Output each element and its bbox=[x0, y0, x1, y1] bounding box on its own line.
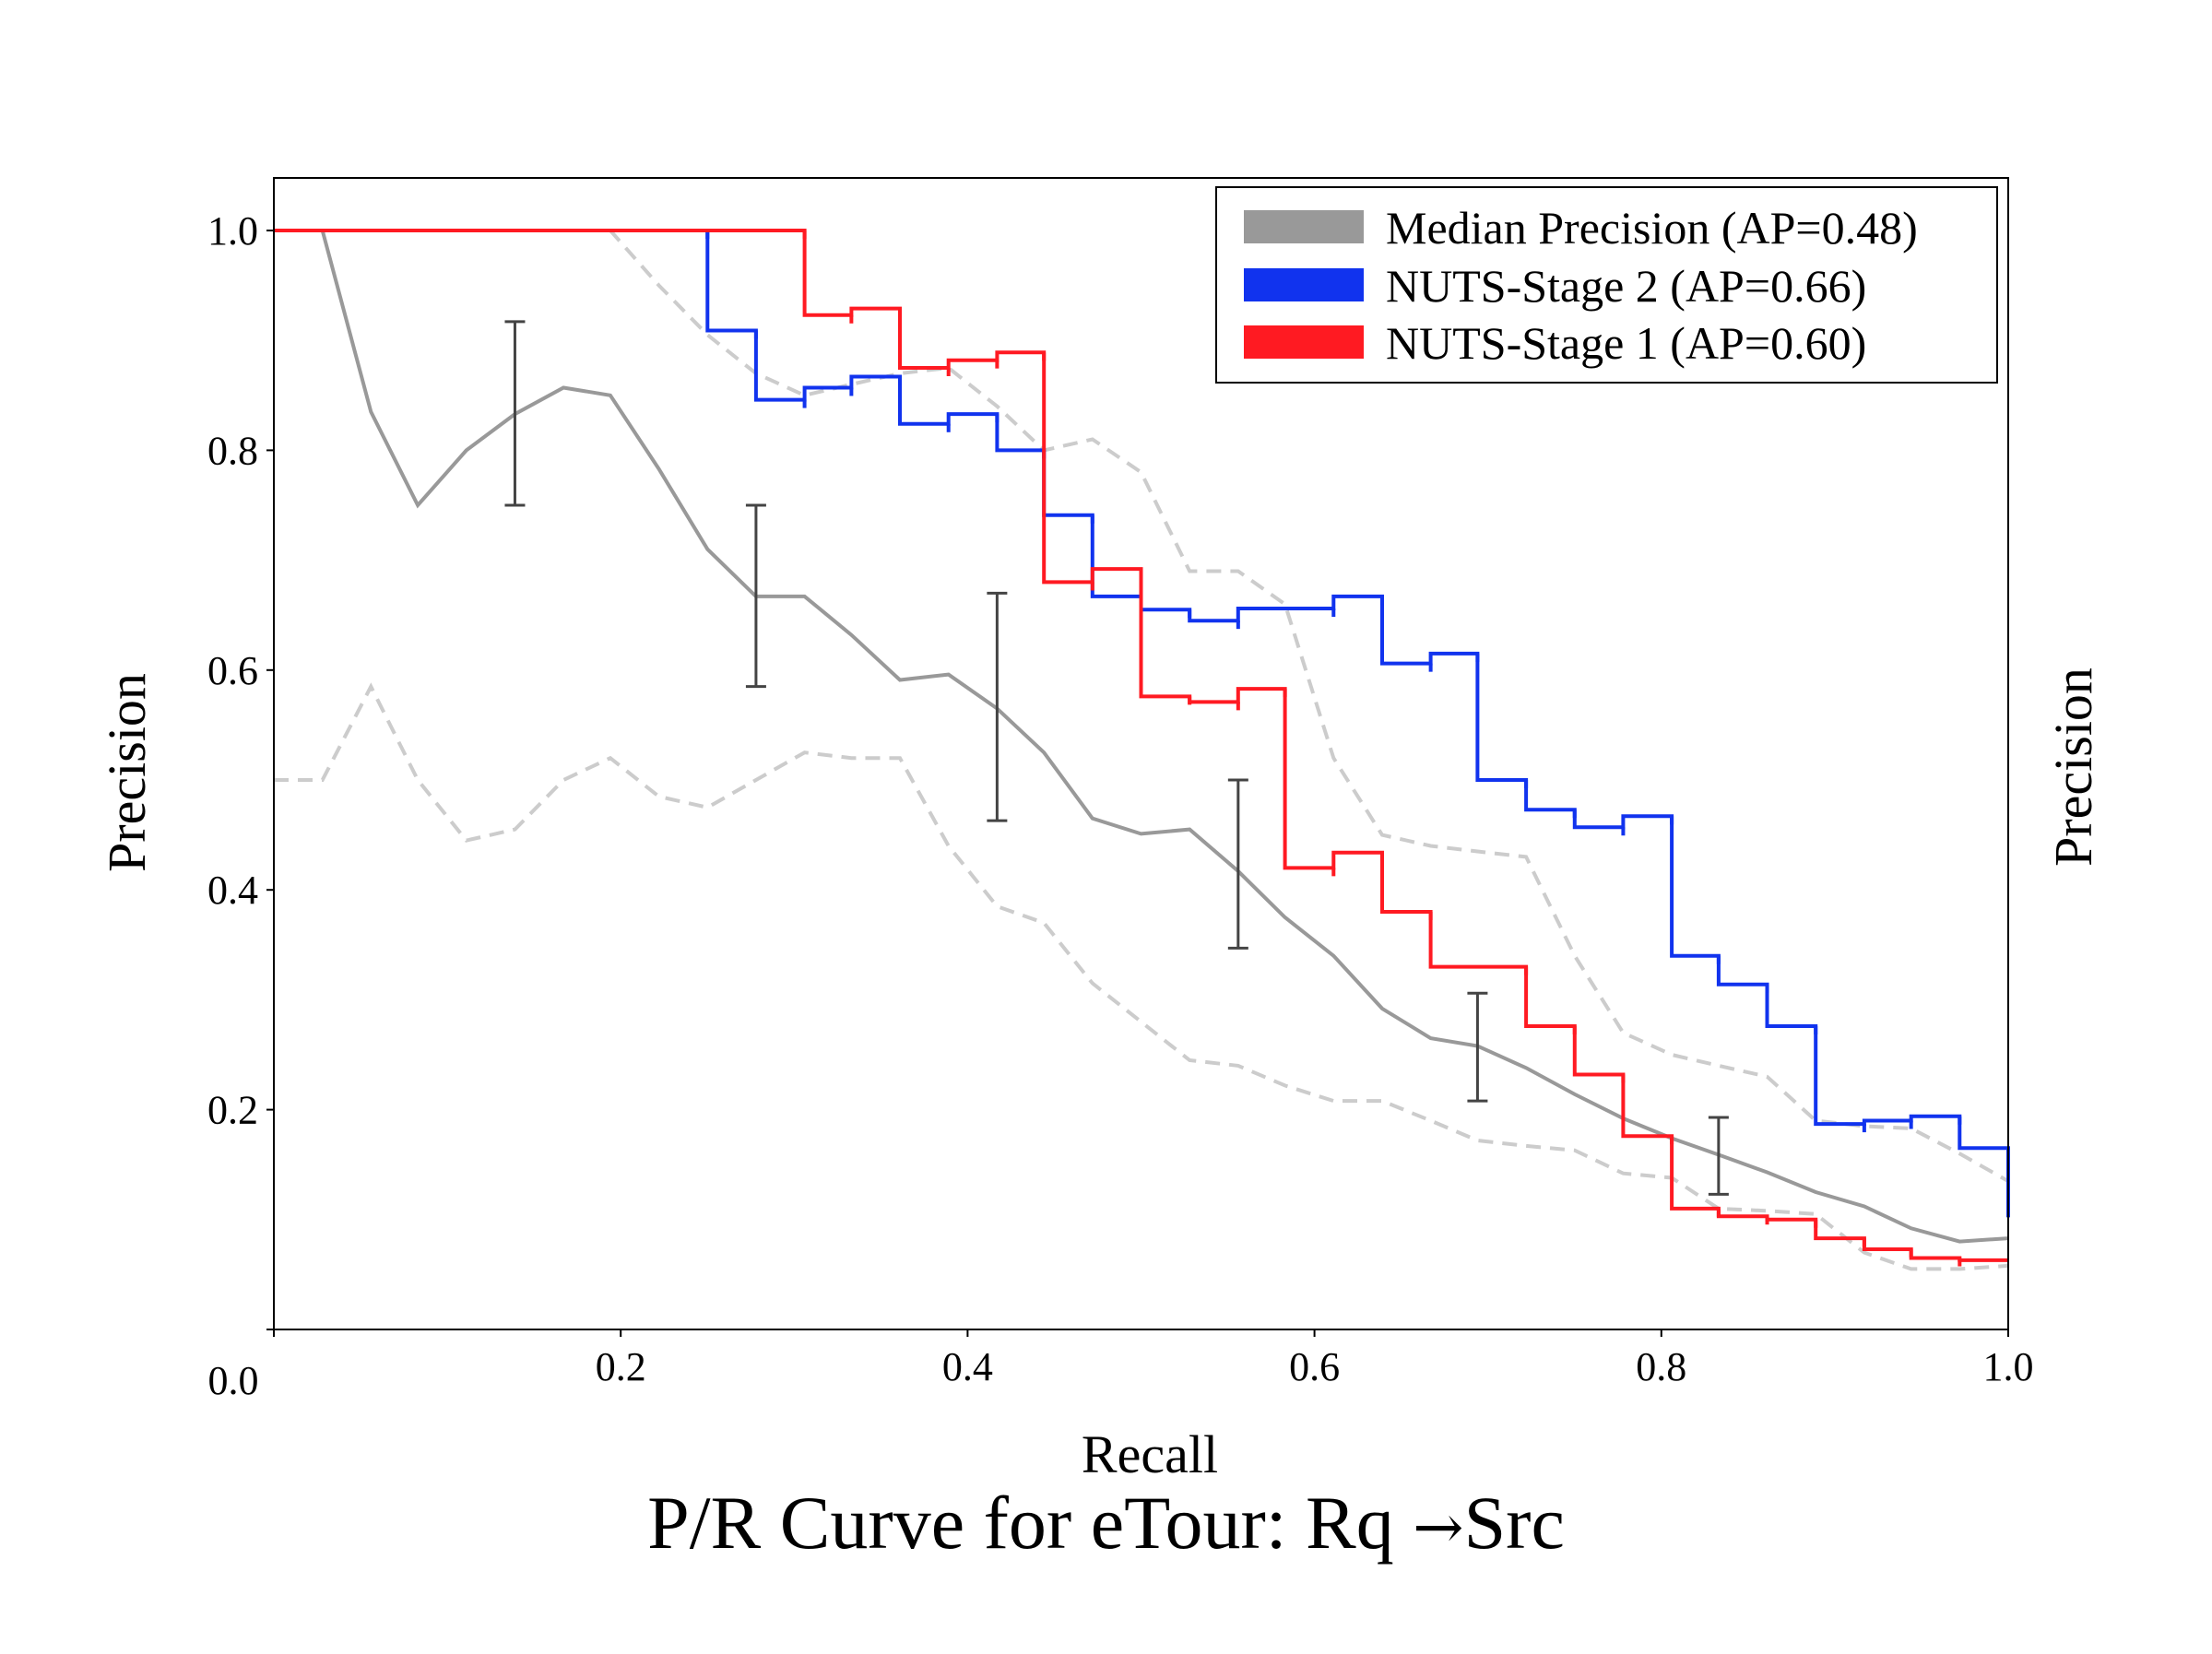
median-band bbox=[274, 229, 2009, 1271]
error-bar-4 bbox=[1467, 991, 1488, 1103]
x-axis-label: Recall bbox=[1082, 1424, 1218, 1484]
error-bar-5 bbox=[1708, 1116, 1729, 1196]
title-text: P/R Curve for eTour: Rq bbox=[647, 1481, 1394, 1565]
nuts-stage2-layer bbox=[274, 229, 2010, 1218]
arrow-icon: → bbox=[1413, 1492, 1464, 1563]
x-tick-label: 0.2 bbox=[596, 1344, 646, 1389]
y-axis-ticks: 0.2 0.4 0.6 0.8 1.0 bbox=[207, 208, 274, 1330]
x-tick-label: 0.6 bbox=[1289, 1344, 1340, 1389]
legend-label-median: Median Precision (AP=0.48) bbox=[1386, 202, 1918, 254]
y-tick-label: 1.0 bbox=[207, 208, 258, 254]
y-tick-label: 0.8 bbox=[207, 428, 258, 473]
title-target: Src bbox=[1463, 1481, 1565, 1565]
legend-swatch-stage1 bbox=[1244, 325, 1364, 359]
median-band-lower-line bbox=[274, 682, 2009, 1271]
legend-label-stage2: NUTS-Stage 2 (AP=0.66) bbox=[1386, 260, 1866, 312]
y-tick-label: 0.6 bbox=[207, 648, 258, 693]
legend: Median Precision (AP=0.48) NUTS-Stage 2 … bbox=[1215, 186, 1998, 384]
legend-swatch-median bbox=[1244, 210, 1364, 243]
legend-swatch-stage2 bbox=[1244, 268, 1364, 301]
x-tick-label: 0.4 bbox=[942, 1344, 993, 1389]
error-bar-0 bbox=[504, 320, 526, 507]
error-bar-3 bbox=[1227, 778, 1248, 950]
error-bar-2 bbox=[987, 591, 1008, 822]
error-bar-1 bbox=[745, 503, 766, 689]
y-tick-label: 0.2 bbox=[207, 1088, 258, 1133]
chart-title: P/R Curve for eTour: Rq →Src bbox=[0, 1480, 2212, 1566]
nuts-stage1-layer bbox=[274, 229, 2008, 1267]
x-tick-label: 0.0 bbox=[208, 1358, 259, 1403]
nuts-stage1-step-line bbox=[274, 229, 2008, 1262]
x-tick-label: 1.0 bbox=[1983, 1344, 2034, 1389]
legend-label-stage1: NUTS-Stage 1 (AP=0.60) bbox=[1386, 317, 1866, 369]
y-axis-label: Precision bbox=[97, 673, 157, 872]
x-axis-ticks: 0.0 0.2 0.4 0.6 0.8 1.0 bbox=[208, 1329, 2034, 1403]
plot-frame bbox=[273, 177, 2009, 1330]
nuts-stage2-step-line bbox=[274, 229, 2010, 1218]
error-bars bbox=[504, 320, 1729, 1196]
median-band-upper-line bbox=[274, 229, 2009, 1183]
y-tick-label: 0.4 bbox=[207, 868, 258, 913]
x-tick-label: 0.8 bbox=[1636, 1344, 1686, 1389]
y-axis-label-right: Precision bbox=[2043, 668, 2103, 867]
